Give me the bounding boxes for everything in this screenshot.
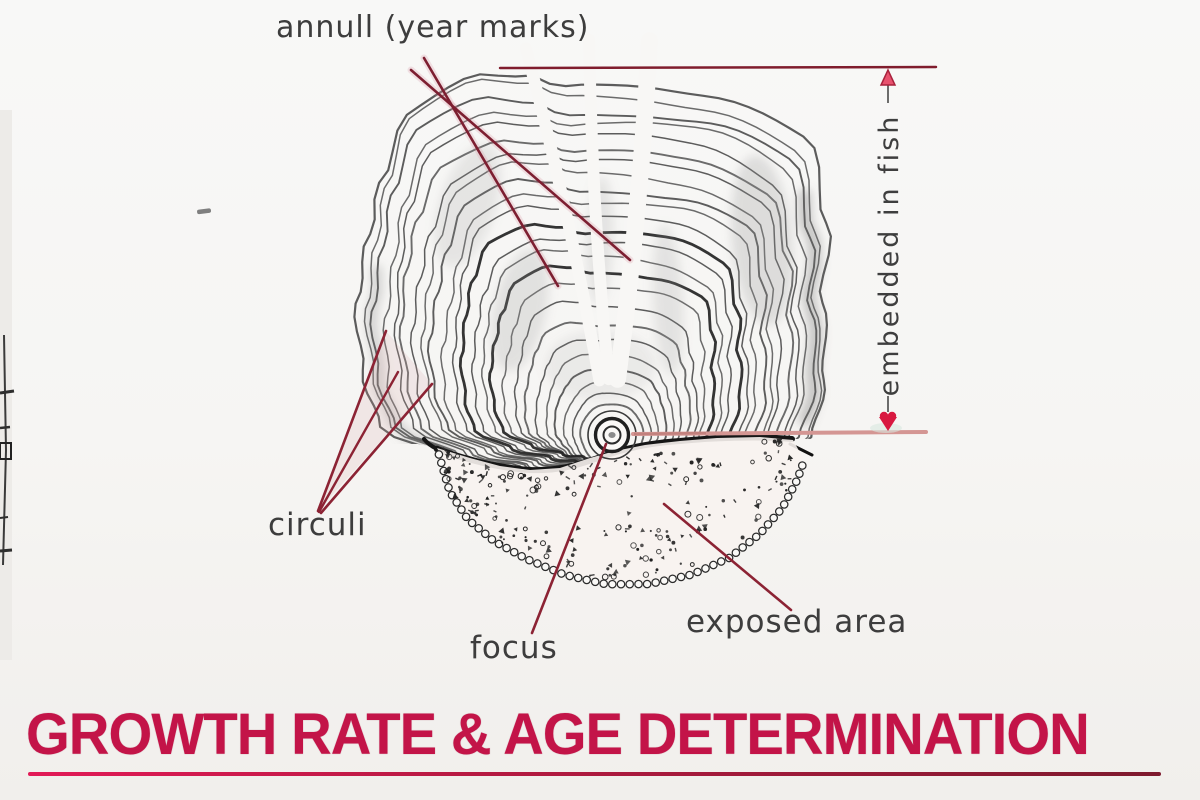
- focus-leader-line: [530, 442, 608, 635]
- focus-label: focus: [470, 630, 558, 666]
- leader-lines: [316, 54, 793, 635]
- focus-rings: [587, 410, 637, 460]
- up-arrowhead-icon: [879, 68, 897, 86]
- embedded-in-fish-label: embedded in fish: [874, 113, 905, 397]
- circuli-leader-line: [317, 370, 400, 514]
- stipple-dots: [442, 438, 794, 581]
- annuli-label: annull (year marks): [276, 10, 590, 45]
- annuli-leader-line: [409, 68, 632, 262]
- circuli-leader-line: [316, 329, 388, 513]
- exposed-area: [434, 437, 807, 589]
- left-edge-artifact: [0, 110, 15, 660]
- down-arrowhead-icon: [879, 417, 897, 431]
- small-smudge-mark: [197, 208, 212, 215]
- title-underline: [28, 772, 1161, 776]
- exposed-area-leader-line: [662, 502, 793, 612]
- top-extent-line: [498, 65, 938, 70]
- exposed-area-label: exposed area: [686, 604, 908, 640]
- scalloped-edge: [434, 450, 807, 589]
- annuli-leader-line: [422, 56, 560, 288]
- embedded-dimension: [498, 65, 938, 436]
- page-title: GROWTH RATE & AGE DETERMINATION: [26, 702, 1090, 767]
- circuli-leader-line: [319, 382, 434, 515]
- radial-grooves: [519, 32, 658, 388]
- circuli-label: circuli: [268, 507, 367, 543]
